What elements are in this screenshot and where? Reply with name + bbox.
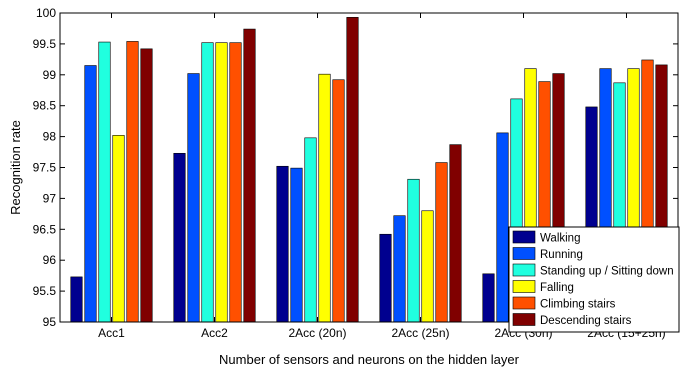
bar xyxy=(126,41,139,323)
y-tick-label: 98 xyxy=(43,130,57,144)
bar xyxy=(84,65,97,323)
y-tick-label: 96 xyxy=(43,253,57,267)
y-axis-label: Recognition rate xyxy=(8,120,23,215)
y-tick-label: 97.5 xyxy=(33,161,57,175)
legend-label: Standing up / Sitting down xyxy=(540,266,674,278)
bar xyxy=(201,42,214,323)
x-tick-label: 2Acc (20n) xyxy=(288,326,346,340)
bar xyxy=(290,167,303,323)
bar xyxy=(229,42,242,323)
bar xyxy=(112,135,125,323)
legend-swatch xyxy=(512,280,536,293)
legend-swatch xyxy=(512,247,536,260)
legend-label: Walking xyxy=(540,233,580,245)
bar xyxy=(215,42,228,323)
bar xyxy=(140,48,153,323)
bar xyxy=(173,152,186,323)
bar xyxy=(346,17,359,323)
y-tick-label: 99.5 xyxy=(33,37,57,51)
legend-swatch xyxy=(512,296,536,310)
legend-label: Descending stairs xyxy=(540,315,632,327)
bar xyxy=(379,233,392,323)
bar xyxy=(421,210,434,323)
bar xyxy=(243,28,256,323)
y-tick-label: 95 xyxy=(43,315,57,329)
bar xyxy=(393,215,406,323)
bar xyxy=(318,73,331,323)
legend-label: Running xyxy=(540,249,583,261)
bar xyxy=(449,144,462,323)
bar xyxy=(304,137,317,323)
x-tick-label: Acc1 xyxy=(98,326,125,340)
y-tick-label: 99 xyxy=(43,68,57,82)
y-tick-label: 97 xyxy=(43,191,57,205)
y-axis: 95 95.5 96 96.5 97 97.5 98 98.5 99 99.5 100 xyxy=(33,6,678,329)
legend-swatch xyxy=(512,313,536,326)
bar xyxy=(98,41,111,323)
bar xyxy=(407,178,420,323)
legend-label: Falling xyxy=(540,282,574,294)
legend-swatch xyxy=(512,230,536,244)
x-axis-label: Number of sensors and neurons on the hid… xyxy=(219,352,520,367)
bar xyxy=(70,276,83,323)
bar xyxy=(435,162,448,323)
y-tick-label: 96.5 xyxy=(33,222,57,236)
bar xyxy=(276,165,289,323)
bar xyxy=(332,79,345,323)
legend-label: Climbing stairs xyxy=(540,299,616,311)
bar xyxy=(496,132,509,323)
legend-swatch xyxy=(512,263,536,277)
legend-box xyxy=(508,226,680,333)
legend: Walking Running Standing up / Sitting down… xyxy=(508,226,680,333)
x-tick-label: Acc2 xyxy=(201,326,228,340)
y-tick-label: 100 xyxy=(36,6,56,20)
bar xyxy=(187,73,200,323)
bar xyxy=(482,273,495,323)
x-tick-label: 2Acc (25n) xyxy=(391,326,449,340)
y-tick-label: 98.5 xyxy=(33,99,57,113)
y-tick-label: 95.5 xyxy=(33,284,57,298)
